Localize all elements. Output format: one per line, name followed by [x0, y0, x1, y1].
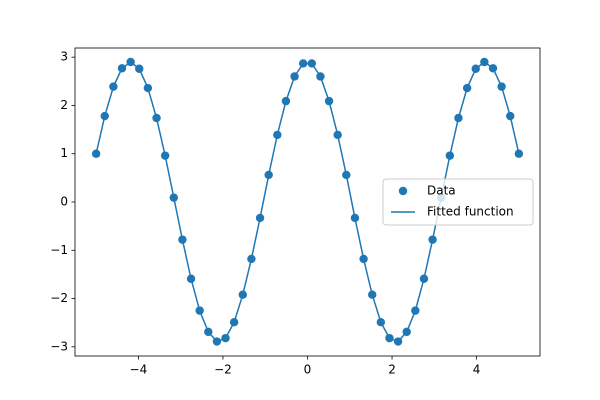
plot-frame — [74, 47, 541, 357]
y-tick-label: −1 — [50, 243, 68, 257]
y-tick-label: 2 — [60, 98, 68, 112]
x-tick-label: 0 — [304, 363, 312, 377]
x-tick-label: −2 — [214, 363, 232, 377]
x-tick-label: 2 — [388, 363, 396, 377]
legend-box — [382, 178, 534, 226]
y-tick-label: −3 — [50, 339, 68, 353]
legend-label: Fitted function — [427, 205, 514, 219]
y-tick-label: 0 — [60, 195, 68, 209]
legend-label: Data — [427, 184, 456, 198]
x-tick-label: 4 — [473, 363, 481, 377]
y-tick-label: 3 — [60, 50, 68, 64]
legend-marker — [398, 186, 408, 196]
fitted-line — [95, 61, 520, 343]
x-tick-label: −4 — [130, 363, 148, 377]
y-tick-label: 1 — [60, 146, 68, 160]
y-tick-label: −2 — [50, 291, 68, 305]
